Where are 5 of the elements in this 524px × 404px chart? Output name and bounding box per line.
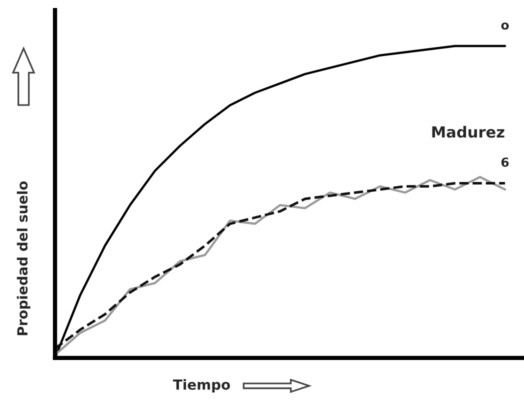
series-label: 6 (501, 157, 509, 167)
y-axis-title: Propiedad del suelo (16, 181, 30, 336)
x-axis-title: Tiempo (173, 379, 230, 393)
annotation: Madurez (432, 126, 504, 138)
series-label: o (501, 22, 509, 30)
